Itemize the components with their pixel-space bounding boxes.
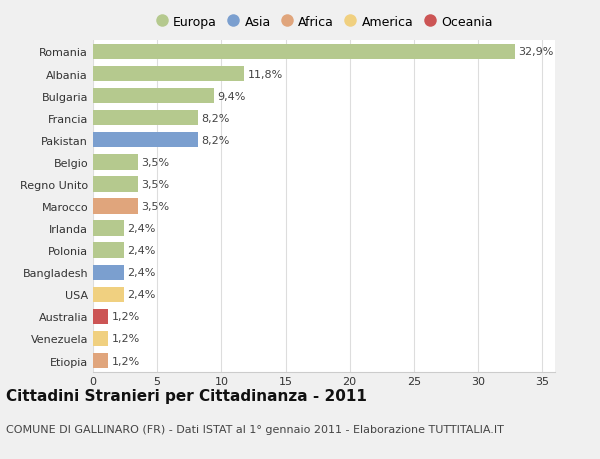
Text: 3,5%: 3,5% [141,179,169,190]
Bar [93,111,198,126]
Bar [93,221,124,236]
Text: 32,9%: 32,9% [518,47,554,57]
Bar [93,353,109,369]
Text: 3,5%: 3,5% [141,202,169,212]
Text: 11,8%: 11,8% [248,69,283,79]
Bar [93,89,214,104]
Bar [93,265,124,280]
Legend: Europa, Asia, Africa, America, Oceania: Europa, Asia, Africa, America, Oceania [155,16,493,29]
Text: COMUNE DI GALLINARO (FR) - Dati ISTAT al 1° gennaio 2011 - Elaborazione TUTTITAL: COMUNE DI GALLINARO (FR) - Dati ISTAT al… [6,425,504,435]
Bar [93,331,109,347]
Text: 2,4%: 2,4% [127,246,155,256]
Text: 2,4%: 2,4% [127,268,155,278]
Text: Cittadini Stranieri per Cittadinanza - 2011: Cittadini Stranieri per Cittadinanza - 2… [6,388,367,403]
Text: 8,2%: 8,2% [202,135,230,146]
Text: 2,4%: 2,4% [127,290,155,300]
Bar [93,155,138,170]
Bar [93,243,124,258]
Text: 1,2%: 1,2% [112,356,140,366]
Text: 2,4%: 2,4% [127,224,155,234]
Bar [93,287,124,302]
Bar [93,309,109,325]
Bar [93,67,244,82]
Text: 3,5%: 3,5% [141,157,169,168]
Bar [93,45,515,60]
Text: 1,2%: 1,2% [112,334,140,344]
Text: 8,2%: 8,2% [202,113,230,123]
Bar [93,177,138,192]
Text: 1,2%: 1,2% [112,312,140,322]
Bar [93,133,198,148]
Bar [93,199,138,214]
Text: 9,4%: 9,4% [217,91,245,101]
